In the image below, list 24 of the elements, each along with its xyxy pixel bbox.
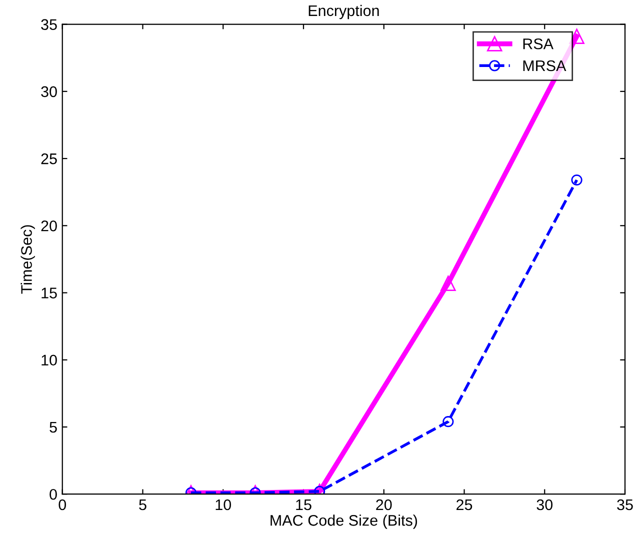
x-tick-label: 30: [536, 499, 553, 510]
point: [571, 174, 582, 186]
legend-label: RSA: [523, 38, 554, 50]
legend-label: MRSA: [523, 60, 566, 72]
x-tick-label: 10: [216, 499, 232, 510]
y-tick-label: 20: [41, 220, 57, 232]
x-tick-label: 35: [617, 499, 633, 510]
x-axis-title: MAC Code Size (Bits): [270, 514, 418, 529]
x-tick-label: 20: [376, 499, 392, 510]
x-tick-label: 5: [139, 500, 146, 510]
y-tick-label: 0: [50, 488, 57, 500]
y-tick-label: 10: [42, 354, 57, 366]
y-tick-label: 30: [41, 86, 57, 98]
x-tick-label: 15: [296, 500, 312, 510]
point: [314, 486, 326, 494]
point: [440, 276, 456, 291]
y-tick-label: 15: [42, 288, 57, 298]
y-tick-label: 5: [50, 422, 57, 433]
y-tick-label: 25: [41, 153, 57, 164]
y-tick-label: 35: [41, 19, 57, 30]
y-axis-title: Time(Sec): [20, 225, 35, 294]
x-tick-label: 25: [456, 499, 472, 510]
chart-title: Encryption: [308, 4, 379, 20]
x-tick-label: 0: [58, 499, 66, 510]
